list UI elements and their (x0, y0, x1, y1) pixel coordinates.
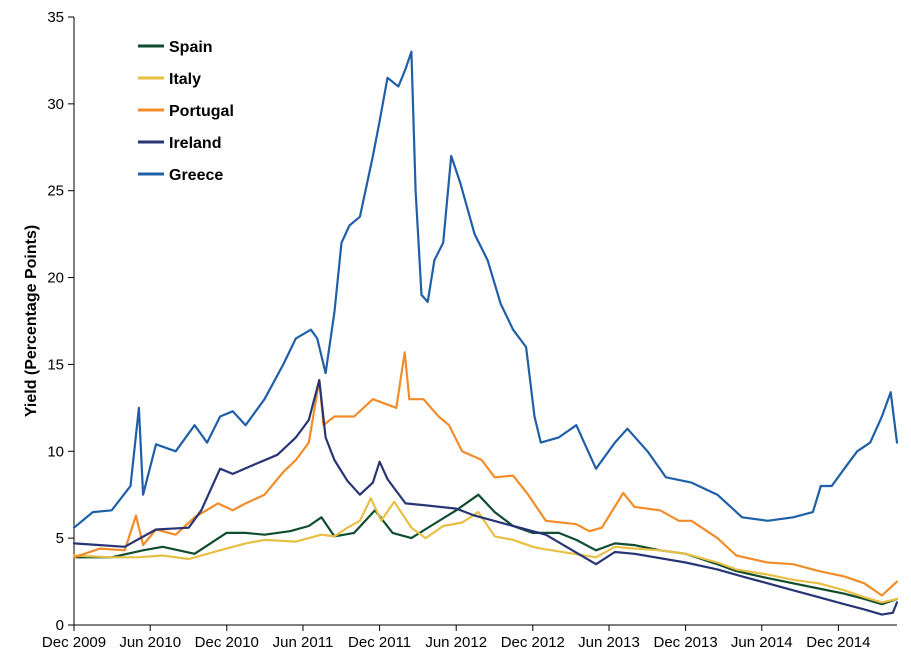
x-tick-label: Jun 2010 (119, 634, 181, 651)
legend-label-portugal: Portugal (169, 103, 234, 120)
x-tick-label: Jun 2013 (578, 634, 640, 651)
series-line-ireland (72, 379, 899, 616)
y-axis-title: Yield (Percentage Points) (23, 225, 40, 417)
series-line-greece (72, 50, 899, 529)
y-tick-label: 25 (47, 183, 64, 200)
x-tick-label: Dec 2014 (806, 634, 870, 651)
y-tick-label: 15 (47, 356, 64, 373)
y-tick-label: 10 (47, 443, 64, 460)
series-line-portugal (72, 351, 899, 597)
x-tick-label: Dec 2011 (348, 634, 411, 651)
y-tick-label: 35 (47, 9, 64, 26)
y-tick-label: 0 (56, 617, 64, 634)
y-tick-label: 5 (56, 530, 64, 547)
series-line-spain (72, 493, 899, 606)
legend-label-spain: Spain (169, 39, 213, 56)
y-tick-label: 30 (47, 96, 64, 113)
x-tick-label: Dec 2009 (42, 634, 106, 651)
x-tick-label: Dec 2013 (653, 634, 717, 651)
x-tick-label: Jun 2012 (425, 634, 487, 651)
chart-axes: 0 5 10 15 20 25 30 35 Dec 2009 Jun 2010 Dec 2010 Ju… (42, 9, 897, 651)
x-tick-label: Dec 2012 (501, 634, 565, 651)
legend-label-ireland: Ireland (169, 135, 221, 152)
plot-area (72, 50, 899, 616)
series-line-italy (72, 497, 899, 604)
legend-label-greece: Greece (169, 167, 223, 184)
legend: Spain Italy Portugal Ireland Greece (138, 39, 234, 184)
y-tick-label: 20 (47, 270, 64, 287)
legend-label-italy: Italy (169, 71, 201, 88)
x-tick-label: Jun 2014 (731, 634, 793, 651)
x-tick-label: Jun 2011 (273, 634, 334, 651)
x-tick-label: Dec 2010 (195, 634, 259, 651)
